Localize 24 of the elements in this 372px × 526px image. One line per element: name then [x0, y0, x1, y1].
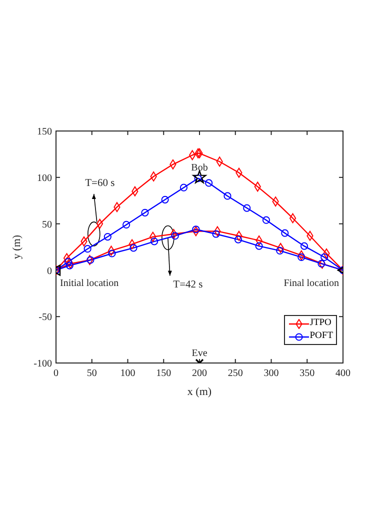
- x-tick-label: 200: [192, 368, 207, 380]
- y-tick-label: 0: [47, 266, 52, 277]
- series-label: Eve: [192, 348, 208, 359]
- y-axis-title: y (m): [10, 234, 23, 260]
- series-label: Bob: [191, 162, 208, 174]
- annotation: T=60 s: [85, 178, 115, 189]
- x-tick-label: 50: [86, 368, 97, 380]
- y-tick-label: -100: [34, 358, 52, 370]
- annotation: T=42 s: [173, 280, 203, 291]
- x-tick-label: 350: [300, 368, 315, 380]
- x-tick-label: 150: [156, 368, 172, 380]
- legend-label: JTPO: [310, 317, 332, 330]
- series-label: Initial location: [60, 278, 119, 290]
- x-tick-label: 250: [228, 368, 243, 380]
- x-tick-label: 300: [264, 368, 279, 380]
- y-tick-label: 150: [37, 126, 52, 138]
- x-tick-label: 400: [336, 368, 350, 380]
- y-tick-label: 100: [37, 172, 52, 184]
- x-axis-title: x (m): [187, 386, 212, 398]
- legend-label: POFT: [310, 330, 333, 343]
- series-label: Final location: [284, 278, 339, 290]
- y-tick-label: 50: [42, 219, 52, 230]
- y-tick-label: -50: [38, 312, 52, 324]
- x-tick-label: 100: [120, 368, 136, 380]
